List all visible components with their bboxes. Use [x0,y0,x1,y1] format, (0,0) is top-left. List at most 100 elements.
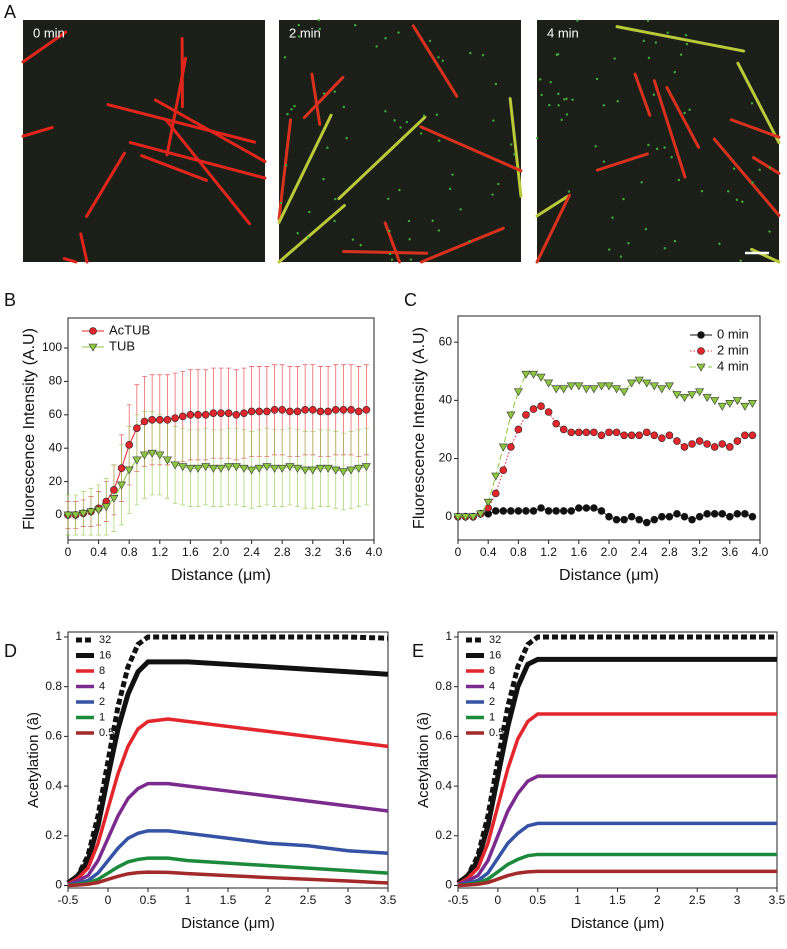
marker [673,438,680,445]
speckle [548,104,550,106]
speckle [727,190,729,192]
marker [741,510,748,517]
speckle [451,173,453,175]
marker [689,516,696,523]
speckle [449,188,451,190]
marker [514,389,522,396]
speckle [322,178,324,180]
x-tick-label: 0.5 [529,893,546,907]
marker [499,444,507,451]
x-tick-label: 1 [574,893,581,907]
legend-label: 8 [99,665,105,677]
y-tick-label: 0 [445,878,452,892]
speckle [653,94,655,96]
marker [719,510,726,517]
marker [748,400,756,407]
speckle [617,100,619,102]
marker [133,425,140,432]
marker [643,429,650,436]
marker [545,380,553,387]
speckle [398,189,400,191]
image-label: 4 min [547,25,579,40]
marker [590,386,598,393]
marker [125,467,133,474]
marker [704,510,711,517]
speckle [566,113,568,115]
y-tick-label: 0.4 [435,778,452,792]
marker [733,397,741,404]
speckle [576,20,578,22]
marker [332,406,339,413]
speckle [280,202,282,204]
marker [522,507,529,514]
marker [651,516,658,523]
speckle [645,228,647,230]
marker [711,510,718,517]
speckle [432,220,434,222]
speckle [286,113,288,115]
marker [673,510,680,517]
speckle [343,106,345,108]
speckle [399,126,401,128]
speckle [667,32,669,34]
marker [515,426,522,433]
speckle [540,94,542,96]
speckle [513,153,515,155]
marker [271,406,278,413]
x-tick-label: 0.8 [121,545,138,559]
legend-marker [698,348,705,355]
y-tick-label: 40 [49,440,63,454]
marker [658,435,665,442]
speckle [739,260,741,262]
x-tick-label: 1.6 [570,545,587,559]
speckle [438,140,440,142]
speckle [688,108,690,110]
speckle [436,114,438,116]
speckle [622,198,624,200]
marker [651,432,658,439]
marker [553,420,560,427]
y-tick-label: 0 [55,878,62,892]
x-tick-label: 3.5 [769,893,786,907]
x-tick-label: 0 [65,545,72,559]
speckle [670,156,672,158]
marker [156,416,163,423]
x-tick-label: 3 [345,893,352,907]
marker [696,389,704,396]
speckle [683,112,685,114]
y-tick-label: 1 [445,629,452,643]
speckle [680,53,682,55]
legend-label: 16 [489,649,501,661]
speckle [408,220,410,222]
speckle [655,41,657,43]
marker [613,386,621,393]
marker [673,392,681,399]
marker [538,403,545,410]
marker [665,383,673,390]
speckle [674,71,676,73]
x-axis-label: Distance (μm) [171,567,271,584]
speckle [751,102,753,104]
x-tick-label: 0 [455,545,462,559]
y-tick-label: 20 [49,474,63,488]
speckle [384,110,386,112]
speckle [290,108,292,110]
y-tick-label: 0.6 [45,729,62,743]
x-axis-label: Distance (μm) [571,915,665,932]
marker [187,411,194,418]
marker [363,406,370,413]
x-tick-label: 2.8 [274,545,291,559]
marker [718,403,726,410]
x-tick-label: 2.5 [300,893,317,907]
series-line [458,871,777,885]
speckle [686,43,688,45]
speckle [663,146,665,148]
marker [621,432,628,439]
speckle [759,169,761,171]
x-tick-label: 3.2 [691,545,708,559]
speckle [352,238,354,240]
legend-label: TUB [109,338,135,353]
marker [172,415,179,422]
marker [575,429,582,436]
series-line [458,776,777,885]
